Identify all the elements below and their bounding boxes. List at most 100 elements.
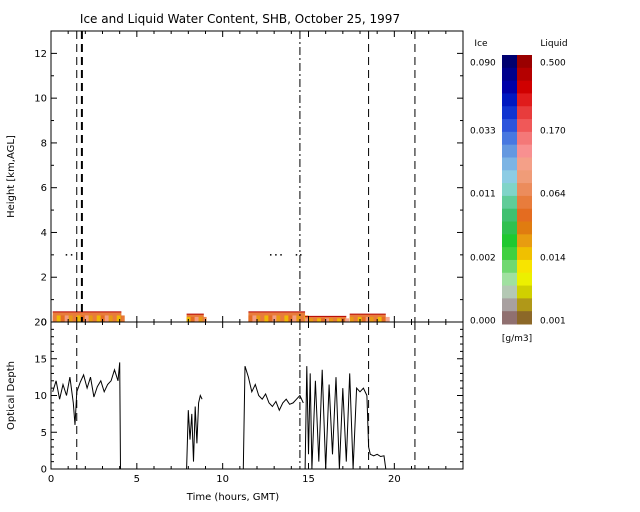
colorbar-liquid-swatch [517, 80, 532, 94]
svg-text:6: 6 [41, 183, 47, 194]
colorbar-liquid-swatch [517, 119, 532, 133]
svg-text:8: 8 [41, 138, 47, 149]
ice-detection-point [269, 254, 272, 256]
svg-text:0: 0 [41, 465, 47, 476]
colorbar-liquid-tick: 0.170 [540, 127, 566, 137]
colorbar-ice-tick: 0.033 [470, 127, 496, 137]
svg-text:0: 0 [41, 318, 47, 329]
svg-text:2: 2 [41, 273, 47, 284]
colorbar-ice-swatch [502, 131, 517, 146]
time-tick: 15 [302, 322, 315, 485]
colorbar-ice-swatch [502, 157, 517, 171]
height-axis-label: Height [km,AGL] [6, 135, 17, 218]
height-tick: 4 [41, 228, 463, 239]
svg-text:10: 10 [34, 94, 47, 105]
optical-depth-frame [50, 321, 464, 470]
optical-depth-tick: 0 [41, 465, 463, 476]
svg-text:10: 10 [34, 391, 47, 402]
colorbar-ice-swatch [502, 298, 517, 312]
colorbar-liquid-swatch [517, 67, 532, 82]
colorbar-ice-swatch [502, 195, 517, 210]
colorbar-liquid-swatch [517, 183, 532, 197]
svg-text:0: 0 [48, 474, 54, 485]
ice-detection-point [280, 254, 282, 256]
time-tick: 5 [134, 322, 140, 485]
colorbar-liquid-swatch [517, 208, 532, 223]
time-tick: 20 [388, 322, 401, 485]
optical-depth-tick: 10 [34, 391, 463, 402]
colorbar-ice-swatch [502, 272, 517, 287]
colorbar-ice-swatch [502, 285, 517, 299]
colorbar-liquid-swatch [517, 272, 532, 287]
colorbar-ice-swatch [502, 208, 517, 223]
colorbar-liquid-tick: 0.001 [540, 317, 566, 327]
colorbar-liquid-swatch [517, 170, 532, 184]
colorbar-ice-swatch [502, 183, 517, 197]
colorbar-ice-tick: 0.011 [470, 190, 496, 200]
colorbar-liquid-tick: 0.064 [540, 190, 566, 200]
liquid-cloud-segment [186, 313, 207, 322]
colorbar-liquid-swatch [517, 285, 532, 299]
svg-text:10: 10 [216, 474, 229, 485]
optical-depth-axis-label: Optical Depth [6, 361, 17, 430]
colorbar-liquid-swatch [517, 311, 532, 325]
colorbar-ice-swatch [502, 80, 517, 94]
colorbar-ice-swatch [502, 55, 517, 69]
colorbar-liquid-swatch [517, 131, 532, 146]
colorbar-ice-swatch [502, 144, 517, 158]
height-tick: 6 [41, 183, 463, 194]
water-content-panel: 0 2 4 6 8 10 12 Height [km,AGL] [6, 30, 464, 329]
optical-depth-series [52, 362, 121, 470]
ice-detection-point [300, 254, 302, 256]
colorbar-ice-tick: 0.000 [470, 317, 496, 327]
optical-depth-series [242, 365, 304, 470]
chart-title: Ice and Liquid Water Content, SHB, Octob… [80, 12, 400, 26]
liquid-cloud-segment [349, 313, 390, 322]
colorbar-ice-swatch [502, 311, 517, 325]
colorbar-ice-label: Ice [474, 39, 488, 49]
colorbar-ice-tick: 0.002 [470, 254, 496, 264]
ice-detection-point [295, 254, 298, 256]
colorbar-liquid-swatch [517, 259, 532, 274]
colorbar-ice-swatch [502, 106, 517, 120]
svg-text:15: 15 [302, 474, 315, 485]
colorbar-liquid-swatch [517, 55, 532, 69]
colorbar-liquid-swatch [517, 234, 532, 248]
colorbar-ice-swatch [502, 247, 517, 261]
colorbar-ice-swatch [502, 221, 517, 235]
colorbar-liquid-swatch [517, 298, 532, 312]
ice-detection-point [65, 254, 68, 256]
colorbar-liquid-swatch [517, 221, 532, 235]
optical-depth-tick: 15 [34, 354, 463, 365]
colorbar-liquid-label: Liquid [540, 39, 567, 49]
ice-detection-point [70, 254, 73, 256]
height-tick: 8 [41, 138, 463, 149]
colorbar-ice-tick: 0.090 [470, 59, 496, 69]
svg-text:20: 20 [388, 474, 401, 485]
colorbar-ice-swatch [502, 119, 517, 133]
colorbar-liquid-swatch [517, 144, 532, 158]
colorbar-liquid-tick: 0.500 [540, 59, 566, 69]
optical-depth-series [186, 394, 203, 470]
colorbar-ice-swatch [502, 67, 517, 82]
optical-depth-series [366, 395, 387, 470]
colorbar-ice-swatch [502, 259, 517, 274]
colorbar: Ice Liquid 0.090 0.033 0.011 0.002 0.000 0.50… [470, 39, 568, 344]
height-tick: 12 [34, 49, 463, 60]
colorbar-liquid-swatch [517, 157, 532, 171]
liquid-cloud-segment [52, 311, 125, 322]
time-tick: 0 [48, 322, 54, 485]
water-content-frame [50, 30, 464, 323]
svg-text:15: 15 [34, 354, 47, 365]
height-tick: 10 [34, 94, 463, 105]
time-tick: 10 [216, 322, 229, 485]
colorbar-liquid-swatch [517, 195, 532, 210]
colorbar-unit: [g/m3] [502, 334, 532, 344]
colorbar-ice-swatch [502, 93, 517, 107]
svg-text:20: 20 [34, 318, 47, 329]
optical-depth-tick: 5 [41, 428, 463, 439]
colorbar-liquid-strip [517, 55, 532, 325]
height-tick: 2 [41, 273, 463, 284]
optical-depth-series [304, 366, 368, 470]
